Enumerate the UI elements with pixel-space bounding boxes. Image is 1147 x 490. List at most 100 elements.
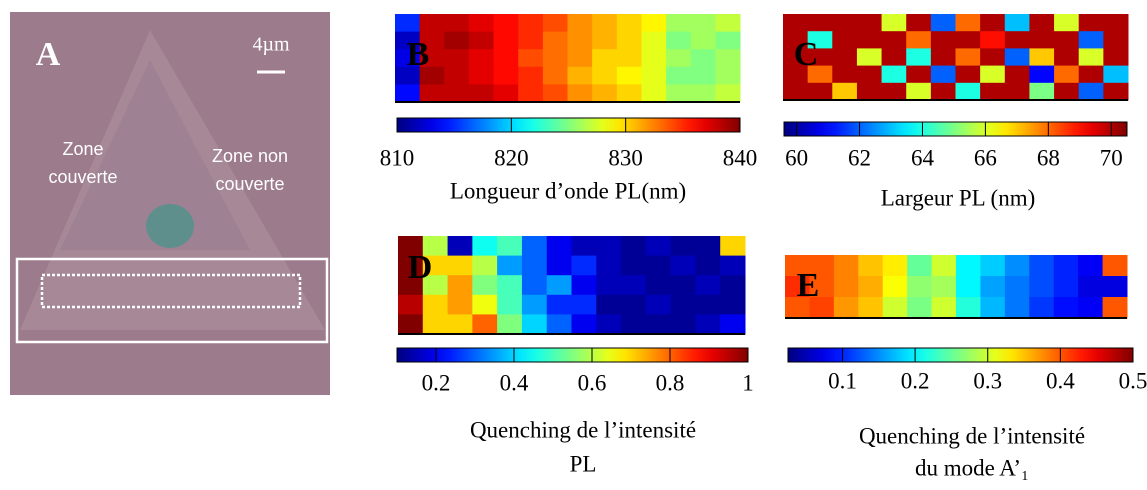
heatmap-cell (395, 66, 421, 85)
heatmap-cell (695, 236, 721, 257)
heatmap-cell (785, 276, 810, 298)
heatmap-cell (641, 14, 667, 33)
heatmap-cell (1004, 297, 1030, 319)
heatmap-cell (468, 49, 495, 68)
heatmap-cell (931, 255, 957, 277)
heatmap-cell (592, 84, 618, 103)
zone-label: Zone non (212, 146, 288, 166)
heatmap-cell (641, 31, 667, 50)
heatmap-cell (645, 275, 672, 296)
colorbar-tick-label: 820 (494, 145, 529, 170)
colorbar-label: Quenching de l’intensité (470, 417, 696, 442)
heatmap-cell (858, 255, 884, 277)
heatmap-cell (907, 255, 933, 277)
heatmap-cell (670, 255, 696, 276)
heatmap-cell (1078, 276, 1104, 298)
heatmap-cell (720, 236, 746, 257)
heatmap-cell (955, 31, 981, 49)
heatmap-cell (690, 14, 716, 33)
colorbar-label: du mode A’₁ (915, 455, 1029, 480)
heatmap-cell (1029, 255, 1055, 277)
heatmap-cell (497, 314, 523, 335)
zone-label: couverte (48, 167, 117, 187)
heatmap-cell (1053, 297, 1079, 319)
heatmap-cell (493, 14, 519, 33)
heatmap-cell (542, 14, 568, 33)
heatmap-cell (1004, 65, 1030, 84)
heatmap-cell (783, 65, 809, 84)
colorbar-tick-label: 60 (785, 145, 808, 170)
heatmap-cell (447, 236, 473, 257)
heatmap-cell (715, 49, 741, 68)
heatmap-cell (521, 275, 548, 296)
heatmap-cell (832, 14, 858, 32)
heatmap-cell (493, 31, 519, 50)
heatmap-cell (395, 84, 421, 103)
heatmap-cell (592, 31, 618, 50)
heatmap-cell (1053, 255, 1079, 277)
heatmap-cell (621, 236, 647, 257)
heatmap-cell (882, 276, 908, 298)
heatmap-cell (592, 49, 618, 68)
heatmap-cell (882, 255, 908, 277)
colorbar-label: Longueur d’onde PL(nm) (450, 178, 686, 203)
heatmap-cell (444, 14, 470, 33)
heatmap-cell (930, 82, 956, 101)
heatmap-cell (807, 65, 833, 84)
heatmap-cell (468, 84, 495, 103)
heatmap-cell (1103, 48, 1129, 67)
heatmap-cell (518, 49, 544, 68)
heatmap-cell (472, 255, 498, 276)
heatmap-cell (493, 84, 519, 103)
heatmap-cell (616, 49, 642, 68)
heatmap-cell (521, 236, 548, 257)
heatmap-cell (419, 84, 445, 103)
heatmap-cell (1029, 14, 1055, 32)
heatmap-cell (546, 275, 572, 296)
heatmap-cell (422, 255, 449, 276)
heatmap-cell (980, 255, 1006, 277)
heatmap-cell (720, 255, 746, 276)
heatmap-cell (785, 255, 810, 277)
heatmap-cell (1053, 276, 1079, 298)
heatmap-cell (596, 255, 622, 276)
heatmap-cell (881, 31, 907, 49)
heatmap-cell (422, 294, 449, 315)
heatmap-cell (907, 276, 933, 298)
heatmap-cell (715, 31, 741, 50)
heatmap-cell (833, 255, 859, 277)
heatmap-cell (567, 84, 593, 103)
heatmap-cell (907, 297, 933, 319)
heatmap-cell (858, 297, 884, 319)
heatmap-cell (422, 275, 449, 296)
panel-letter: B (407, 36, 430, 73)
heatmap-cell (1029, 297, 1055, 319)
heatmap-cell (521, 255, 548, 276)
heatmap-cell (785, 297, 810, 319)
heatmap-cell (833, 276, 859, 298)
heatmap-cell (783, 31, 809, 49)
heatmap-cell (906, 82, 932, 101)
heatmap-cell (468, 14, 495, 33)
heatmap-cell (419, 49, 445, 68)
heatmap-cell (571, 255, 597, 276)
heatmap-cell (1004, 276, 1030, 298)
heatmap-cell (422, 236, 449, 257)
heatmap-cell (809, 255, 835, 277)
heatmap-cell (521, 314, 548, 335)
heatmap-cell (1029, 31, 1055, 49)
heatmap-cell (980, 48, 1006, 67)
colorbar-tick-label: 0.4 (500, 370, 529, 395)
heatmap-cell (955, 14, 981, 32)
heatmap-cell (856, 82, 883, 101)
heatmap-cell (670, 294, 696, 315)
heatmap-cell (592, 66, 618, 85)
heatmap-cell (641, 66, 667, 85)
heatmap-cell (468, 31, 495, 50)
heatmap-cell (690, 31, 716, 50)
colorbar-label: Quenching de l’intensité (859, 423, 1085, 448)
heatmap-cell (542, 49, 568, 68)
heatmap-cell (956, 255, 981, 277)
heatmap-cell (395, 49, 421, 68)
heatmap-cell (596, 275, 622, 296)
